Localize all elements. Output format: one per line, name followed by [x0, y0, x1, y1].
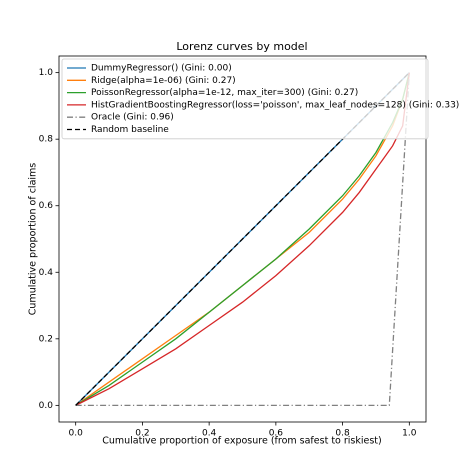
- x-tick-label: 0.2: [135, 429, 149, 439]
- x-tick-label: 0.4: [202, 429, 217, 439]
- legend-label: Ridge(alpha=1e-06) (Gini: 0.27): [91, 76, 236, 86]
- x-tick-label: 0.6: [269, 429, 284, 439]
- y-tick-label: 0.2: [39, 334, 53, 344]
- x-tick-label: 1.0: [402, 429, 417, 439]
- series-line: [75, 72, 410, 406]
- y-tick-label: 0.0: [39, 401, 54, 411]
- series-line: [75, 72, 410, 407]
- y-tick-label: 1.0: [39, 68, 54, 78]
- y-axis-label: Cumulative proportion of claims: [28, 163, 39, 316]
- legend-label: Oracle (Gini: 0.96): [91, 113, 174, 123]
- y-tick-label: 0.6: [39, 201, 54, 211]
- legend: DummyRegressor() (Gini: 0.00) Ridge(alpha…: [61, 58, 459, 140]
- legend-label: DummyRegressor() (Gini: 0.00): [91, 64, 232, 74]
- x-tick-label: 0.8: [335, 429, 350, 439]
- y-tick-label: 0.4: [39, 268, 54, 278]
- y-tick-label: 0.8: [39, 135, 54, 145]
- legend-label: HistGradientBoostingRegressor(loss='pois…: [91, 100, 459, 110]
- legend-label: PoissonRegressor(alpha=1e-12, max_iter=3…: [91, 88, 358, 98]
- chart-title: Lorenz curves by model: [176, 40, 307, 53]
- axes-frame: [58, 55, 427, 423]
- x-axis-label: Cumulative proportion of exposure (from …: [102, 436, 382, 447]
- legend-box: [61, 58, 429, 140]
- legend-label: Random baseline: [91, 125, 169, 135]
- x-tick-label: 0.0: [69, 429, 84, 439]
